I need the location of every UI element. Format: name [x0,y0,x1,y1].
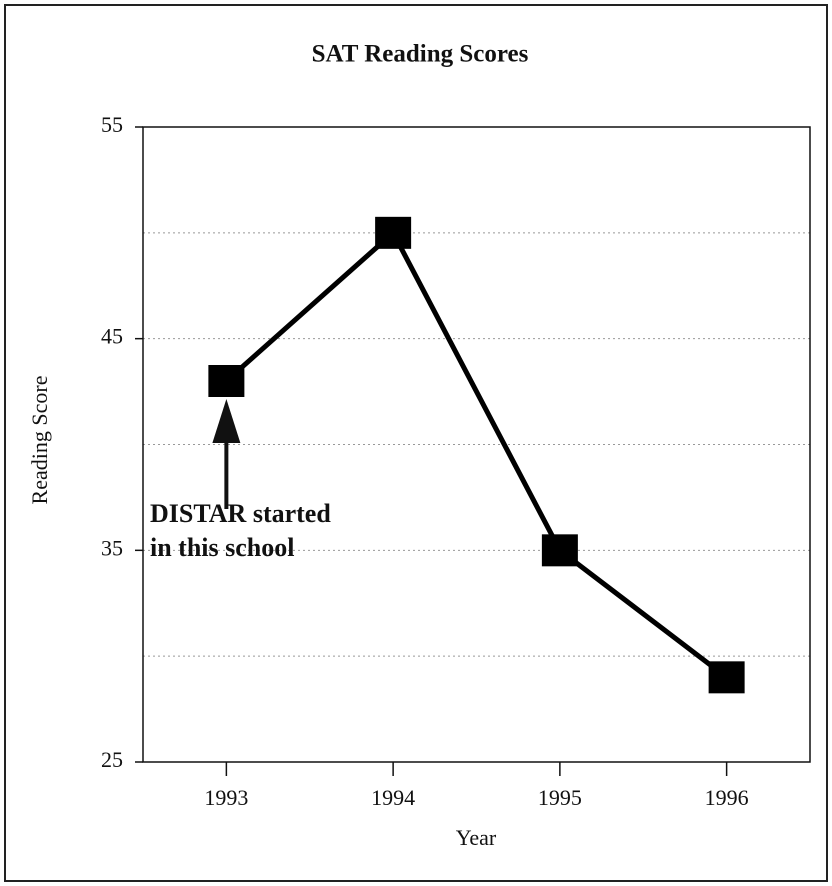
annotation: DISTAR started [150,499,331,528]
marker [375,216,412,249]
line [224,230,729,680]
annotation-arrowhead [212,399,241,443]
annotation: in this school [150,533,295,562]
y-tick-label: 45 [101,324,123,349]
x-tick-label: 1995 [538,785,582,810]
marker [708,661,745,694]
plot-area [142,126,811,763]
y-axis-label: Reading Score [27,376,52,505]
y-tick-label: 25 [101,747,123,772]
y-tick-label: 55 [101,112,123,137]
x-tick-label: 1993 [204,785,248,810]
chart-title: SAT Reading Scores [312,41,529,68]
y-tick-label: 35 [101,535,123,560]
x-axis-label: Year [456,825,497,850]
frame [4,4,828,882]
marker [541,534,578,567]
x-tick-label: 1994 [371,785,415,810]
marker [208,365,245,397]
x-tick-label: 1996 [705,785,749,810]
